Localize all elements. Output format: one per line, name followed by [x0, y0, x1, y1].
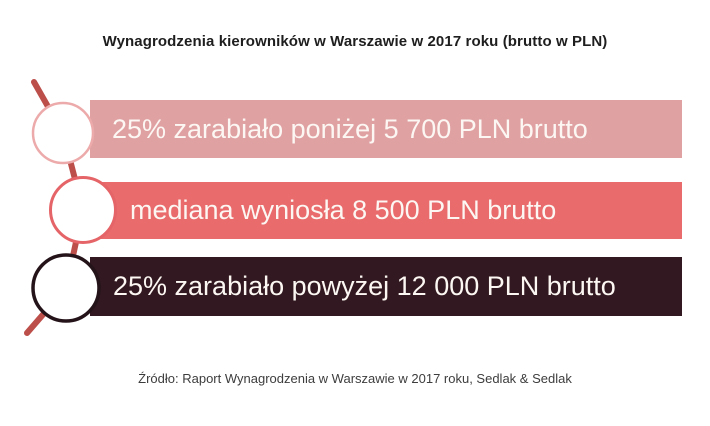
circle-chain-decoration — [24, 79, 117, 336]
salary-bar-label: 25% zarabiało poniżej 5 700 PLN brutto — [112, 113, 588, 144]
salary-bar-label: 25% zarabiało powyżej 12 000 PLN brutto — [113, 271, 616, 301]
salary-bar-median: mediana wyniosła 8 500 PLN brutto — [90, 182, 682, 239]
source-note: Źródło: Raport Wynagrodzenia w Warszawie… — [138, 371, 572, 386]
circle-marker-lower-quartile — [31, 101, 95, 165]
salary-bar-upper-quartile: 25% zarabiało powyżej 12 000 PLN brutto — [90, 257, 682, 316]
circle-marker-upper-quartile — [31, 253, 101, 323]
chart-title: Wynagrodzenia kierowników w Warszawie w … — [102, 33, 608, 50]
salary-bar-lower-quartile: 25% zarabiało poniżej 5 700 PLN brutto — [90, 100, 682, 158]
salary-bar-label: mediana wyniosła 8 500 PLN brutto — [130, 195, 557, 225]
circle-marker-median — [49, 176, 117, 244]
